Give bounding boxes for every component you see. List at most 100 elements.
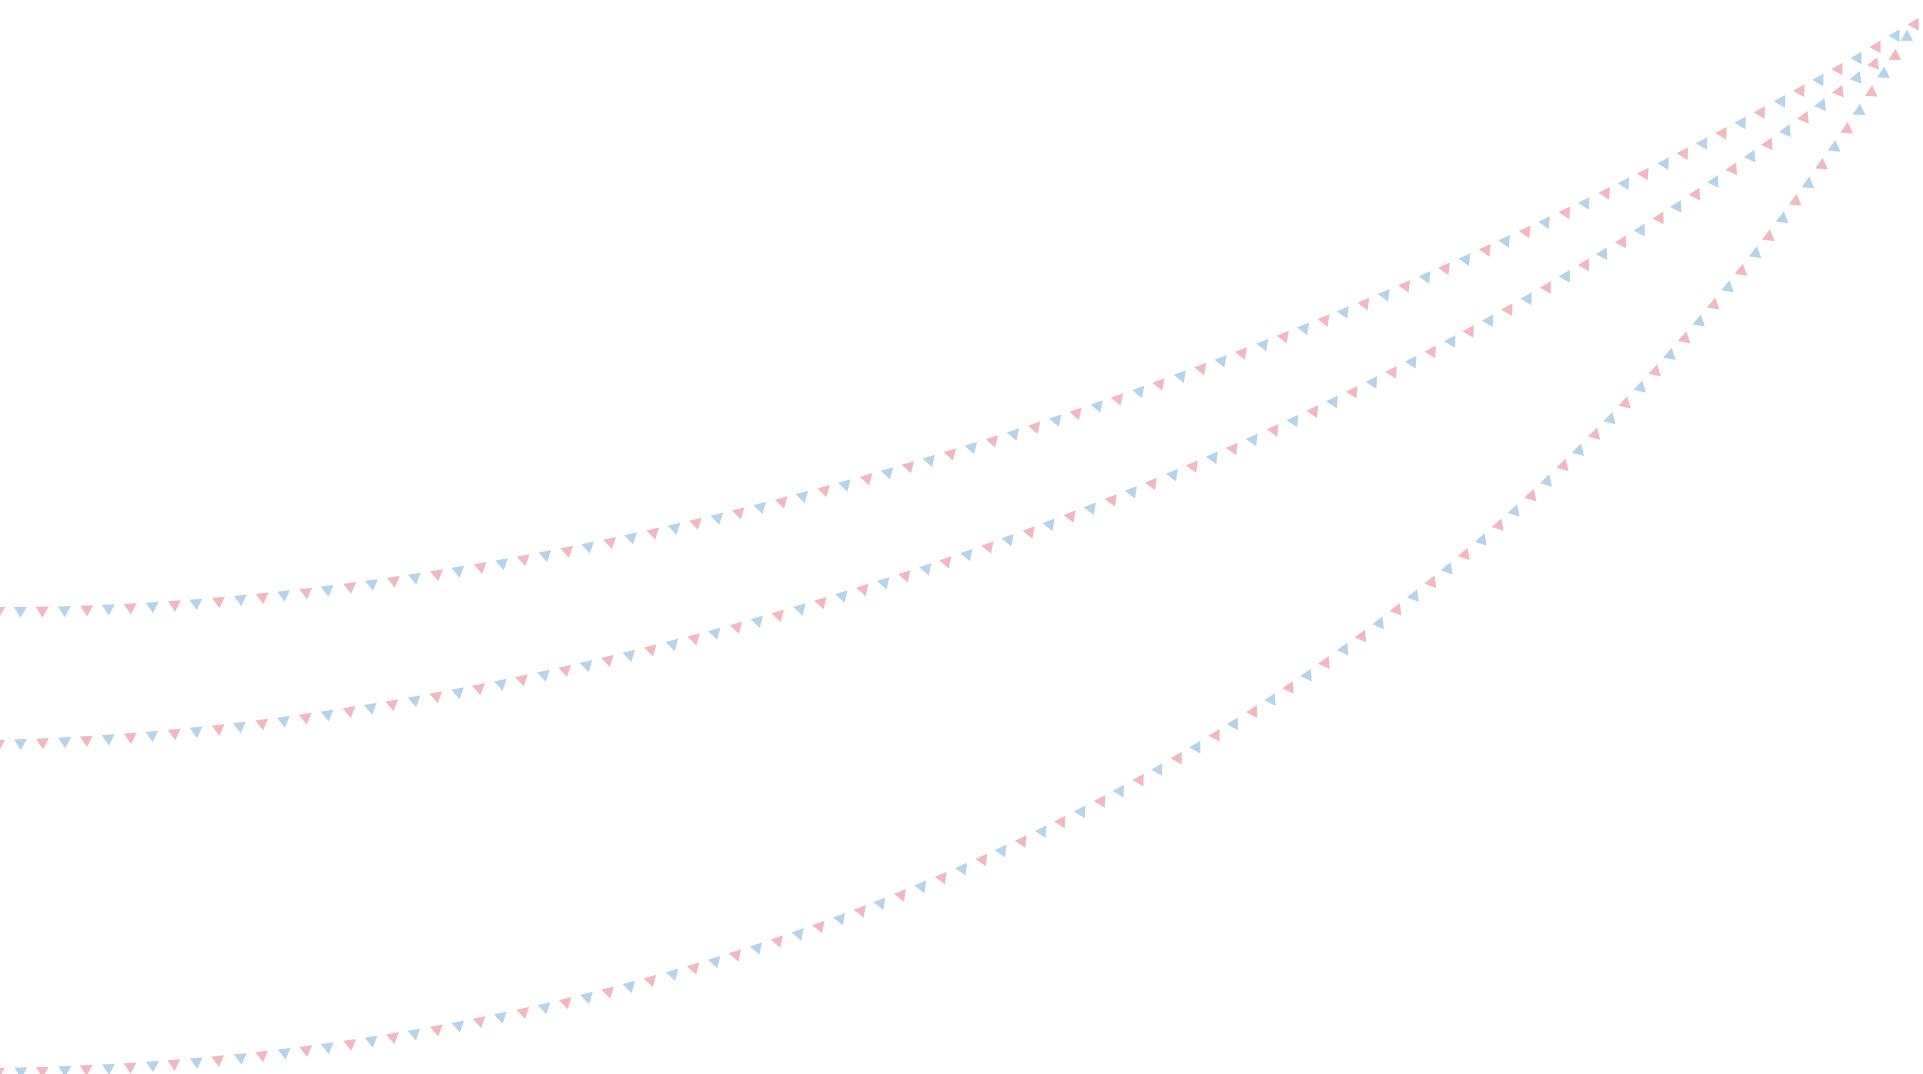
garland-layer [0, 17, 1919, 1074]
bunting-flag [1518, 225, 1531, 239]
bunting-flag [516, 554, 530, 567]
bunting-flag [644, 644, 657, 657]
bunting-flag [1539, 281, 1551, 294]
bunting-flag [1266, 424, 1279, 437]
bunting-flag [689, 517, 702, 530]
bunting-flag [1900, 29, 1914, 41]
bunting-flag [1300, 668, 1312, 682]
bunting-flag [1633, 380, 1646, 393]
bunting-flag [430, 569, 443, 582]
bunting-flag [1424, 345, 1436, 359]
bunting-flag [1443, 335, 1456, 348]
bunting-flag [838, 479, 851, 492]
bunting-flag [1888, 29, 1900, 42]
bunting-flag [1345, 385, 1358, 399]
bunting-flag [1814, 98, 1826, 111]
bunting-flag [1491, 518, 1504, 531]
bunting-flag [1773, 95, 1786, 108]
bunting-flag [123, 732, 137, 744]
bunting-flag [579, 660, 593, 673]
bunting-flag [123, 603, 137, 615]
bunting-flag [1042, 518, 1055, 532]
bunting-flag [233, 1053, 247, 1065]
bunting-flag [1692, 314, 1705, 327]
bunting-flag [919, 563, 932, 576]
bunting-flag [1170, 751, 1182, 765]
bunting-flag [343, 1039, 357, 1051]
bunting-flag [708, 627, 721, 640]
bunting-flag [1761, 137, 1773, 151]
bunting-flag [686, 962, 700, 975]
bunting-flag [1888, 48, 1902, 61]
bunting-flag [1282, 681, 1294, 694]
bunting-flag [1676, 147, 1689, 160]
bunting-flag [1225, 442, 1238, 456]
bunting-flag [1617, 177, 1630, 191]
bunting-flag [1815, 157, 1828, 170]
bunting-flag [581, 541, 594, 554]
bunting-flag [975, 853, 988, 867]
bunting-flag [320, 585, 334, 597]
bunting-flag [451, 565, 465, 578]
bunting-flag [1234, 347, 1247, 360]
bunting-flag [812, 920, 825, 934]
bunting-flag [1372, 616, 1384, 630]
bunting-flag [914, 880, 927, 894]
bunting-flag [277, 590, 290, 602]
bunting-flag [472, 1016, 486, 1029]
bunting-flag [167, 728, 181, 741]
bunting-flag [101, 604, 115, 616]
bunting-flag [1775, 211, 1789, 224]
bunting-flag [537, 1002, 551, 1015]
bunting-flag [1027, 421, 1041, 434]
bunting-flag [1256, 338, 1269, 352]
bunting-flag [79, 1064, 93, 1074]
bunting-flag [35, 1066, 49, 1074]
bunting-flag [1132, 773, 1144, 787]
bunting-flag [145, 601, 159, 614]
bunting-flag [580, 991, 593, 1005]
bunting-flag [538, 550, 552, 563]
bunting-flag [1571, 443, 1585, 456]
bunting-flag [35, 606, 49, 618]
bunting-flag [833, 913, 846, 926]
bunting-flag [1762, 229, 1775, 242]
bunting-flag [1189, 740, 1201, 754]
bunting-flag [560, 545, 574, 558]
bunting-flag [1318, 656, 1330, 669]
bunting-flag [1657, 157, 1669, 170]
bunting-flag [749, 942, 763, 955]
bunting-flag [1558, 269, 1570, 283]
bunting-flag [1458, 253, 1471, 266]
bunting-flag [1827, 140, 1841, 152]
bunting-flag [1165, 468, 1178, 482]
bunting-flag [1457, 547, 1470, 561]
bunting-flag [58, 737, 72, 749]
bunting-flag [1306, 405, 1319, 418]
bunting-flag [58, 1065, 72, 1074]
bunting-flag [1618, 396, 1631, 409]
bunting-flag [877, 577, 890, 590]
bunting-flag [814, 596, 827, 610]
bunting-flag [1595, 247, 1608, 261]
bunting-flag [1648, 364, 1661, 377]
bunting-flag [1194, 362, 1207, 376]
bunting-flag [624, 532, 637, 545]
bunting-flag [14, 739, 27, 751]
bunting-flag [211, 724, 225, 736]
bunting-flag [1539, 474, 1553, 487]
bunting-flag [770, 935, 783, 948]
bunting-flag [1707, 175, 1719, 188]
bunting-flag [1715, 126, 1727, 140]
bunting-flag [873, 897, 886, 910]
bunting-flag [1462, 325, 1474, 338]
bunting-flag [298, 712, 312, 725]
bunting-flag [880, 467, 894, 480]
bunting-flag [1788, 194, 1802, 206]
bunting-flag [1748, 246, 1762, 259]
bunting-flag [603, 537, 616, 550]
bunting-flag [0, 739, 6, 750]
bunting-flag [189, 726, 203, 739]
bunting-flag [1849, 71, 1862, 84]
bunting-flag [1354, 629, 1367, 643]
